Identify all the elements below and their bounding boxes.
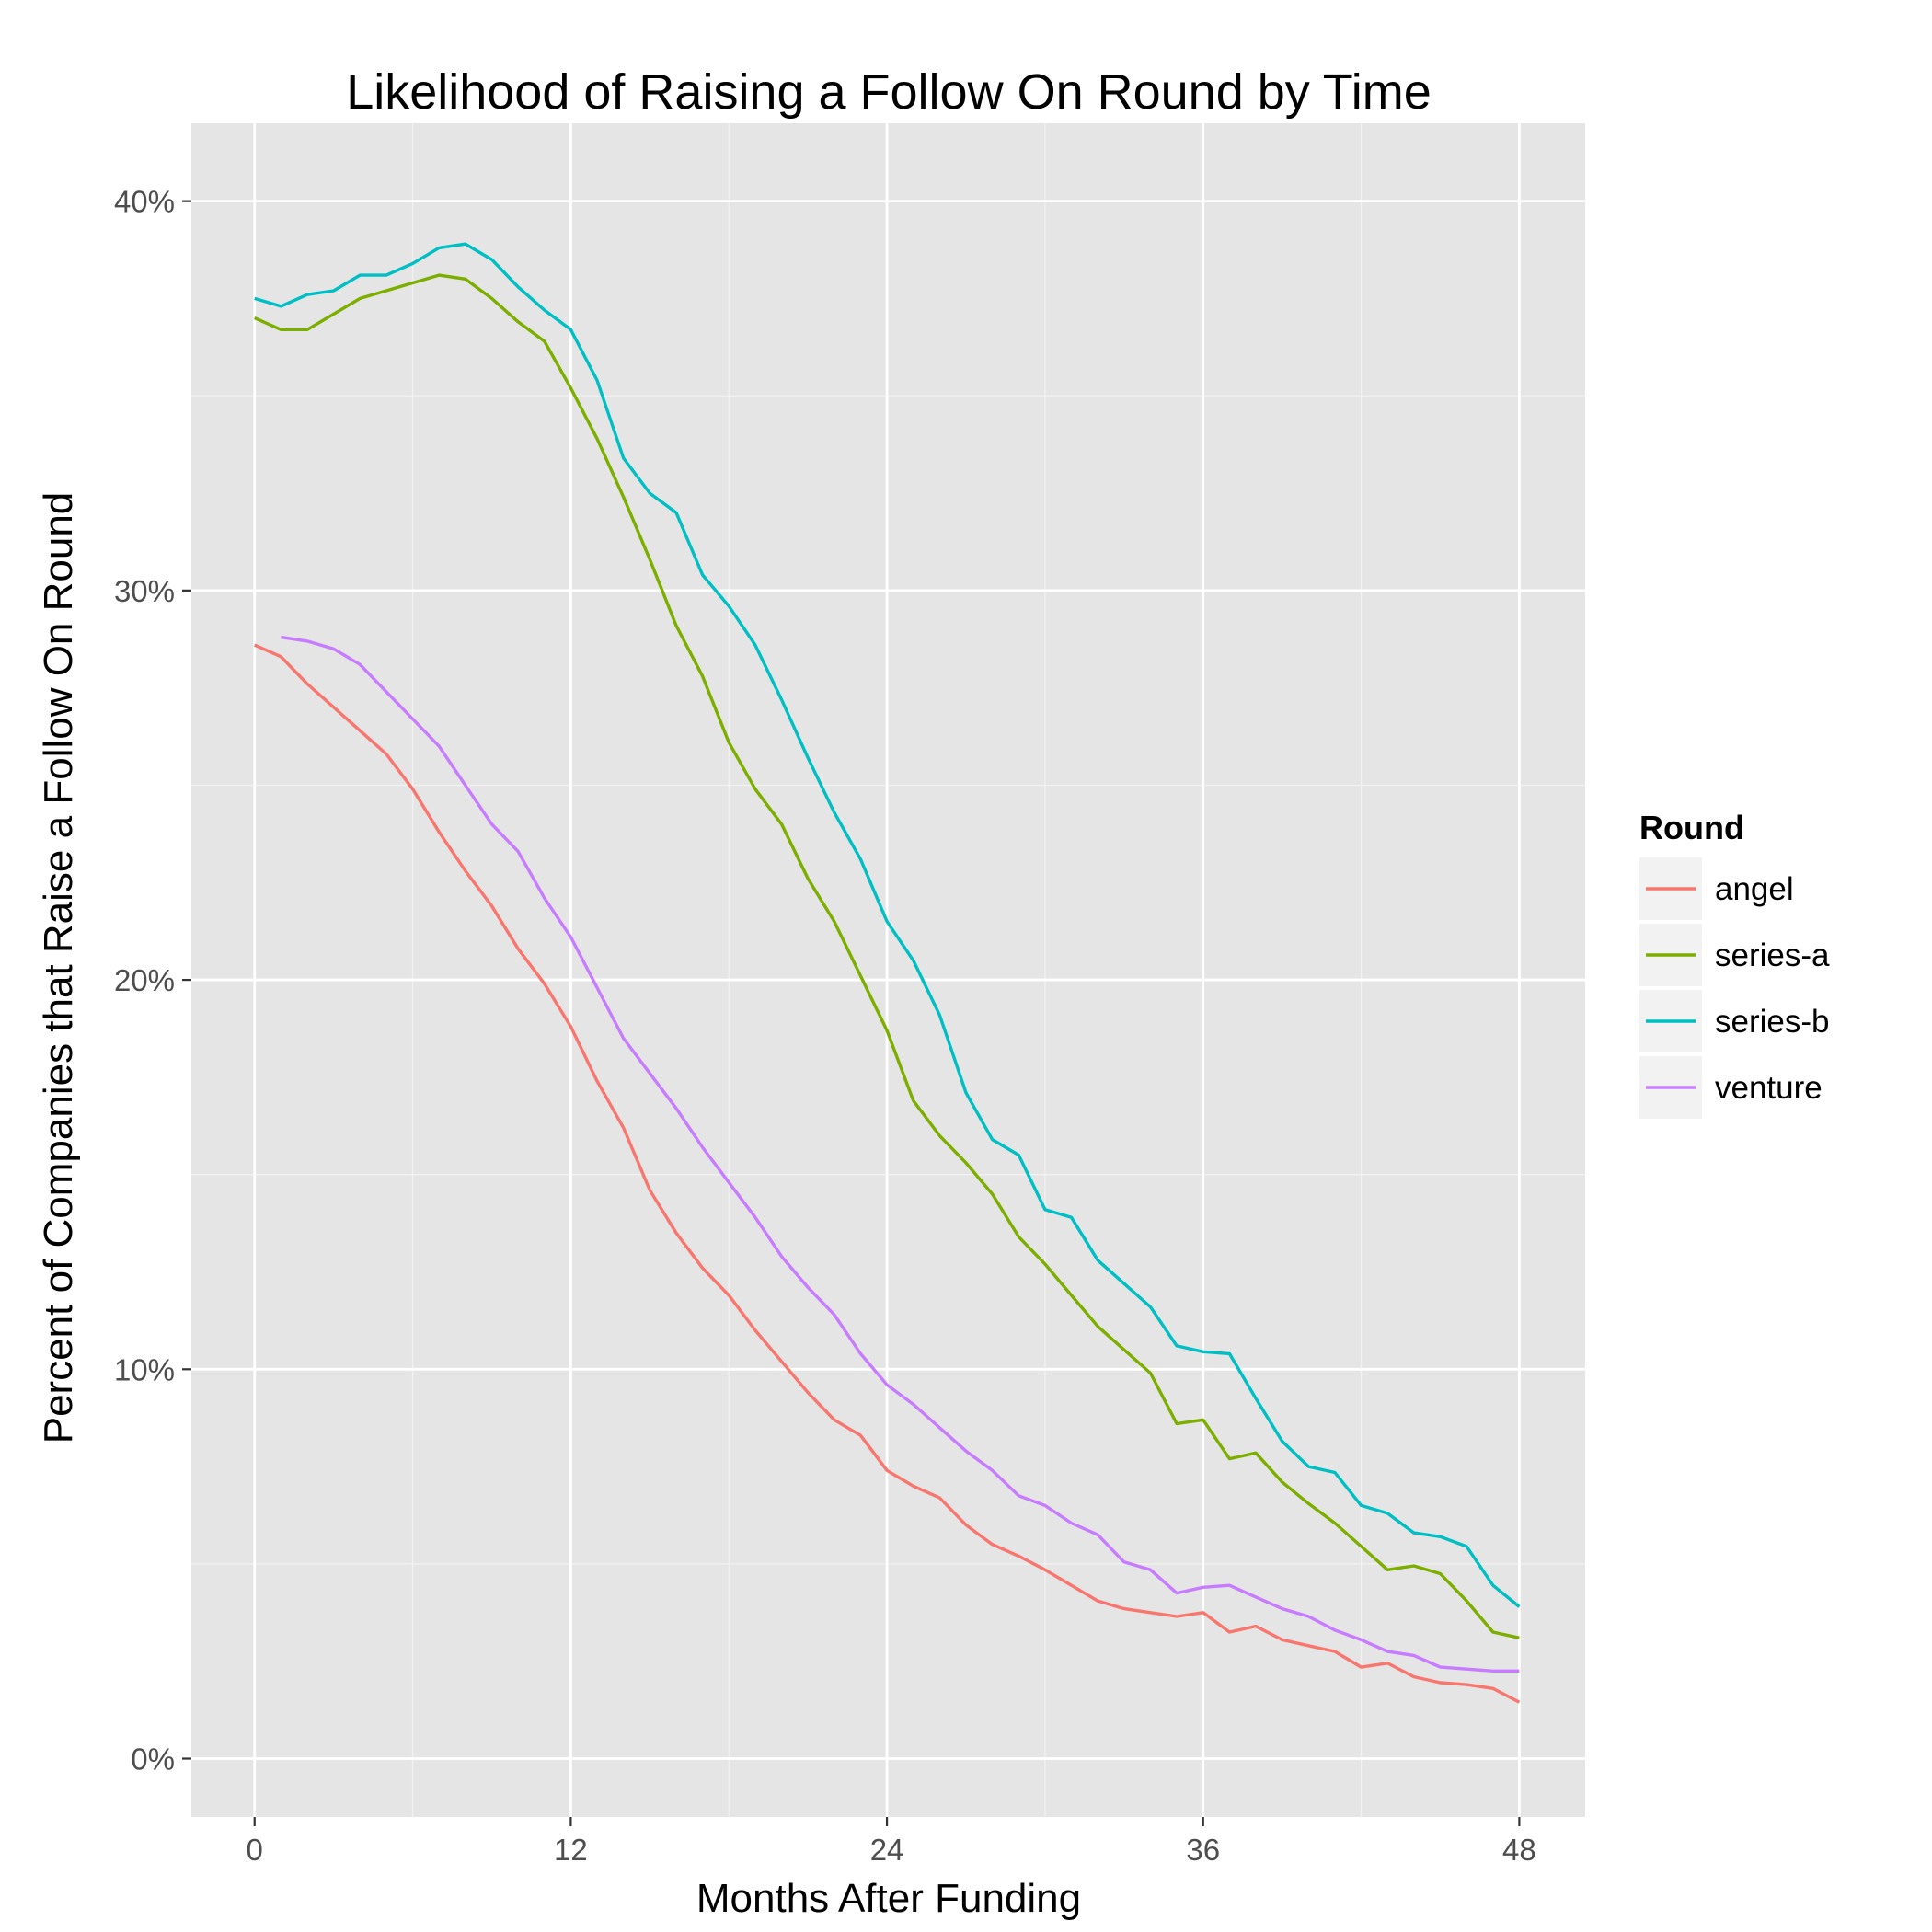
legend-label-venture: venture: [1715, 1070, 1823, 1106]
grid-minor: [191, 123, 1585, 1817]
legend-label-series-b: series-b: [1715, 1004, 1829, 1040]
y-tick-label: 30%: [114, 574, 175, 608]
legend-label-angel: angel: [1715, 871, 1794, 907]
legend: Round angel series-a series-b venture: [1639, 809, 1830, 1119]
x-tick-label: 12: [554, 1833, 588, 1867]
y-tick-labels: 0% 10% 20% 30% 40%: [114, 185, 175, 1777]
series-line-angel: [254, 643, 1521, 1704]
series-line-series-b: [254, 242, 1521, 1608]
x-tick-label: 36: [1186, 1833, 1220, 1867]
series-line-series-a: [254, 273, 1520, 1639]
plot-panel: [191, 123, 1585, 1817]
legend-title: Round: [1639, 809, 1744, 846]
x-tick-label: 24: [870, 1833, 904, 1867]
x-tick-label: 0: [247, 1833, 263, 1867]
y-tick-label: 10%: [114, 1352, 175, 1386]
y-axis-title: Percent of Companies that Raise a Follow…: [36, 492, 81, 1444]
series-lines: [254, 242, 1521, 1704]
x-axis-title: Months After Funding: [696, 1876, 1081, 1921]
legend-label-series-a: series-a: [1715, 937, 1830, 973]
grid-major: [191, 123, 1585, 1817]
chart-title: Likelihood of Raising a Follow On Round …: [346, 64, 1432, 120]
y-tick-label: 0%: [131, 1742, 175, 1777]
x-tick-label: 48: [1502, 1833, 1536, 1867]
x-tick-labels: 0 12 24 36 48: [247, 1833, 1536, 1867]
axis-ticks: [182, 200, 1521, 1826]
y-tick-label: 40%: [114, 185, 175, 219]
legend-items: angel series-a series-b venture: [1639, 857, 1830, 1119]
y-tick-label: 20%: [114, 963, 175, 997]
series-line-venture: [281, 635, 1520, 1673]
